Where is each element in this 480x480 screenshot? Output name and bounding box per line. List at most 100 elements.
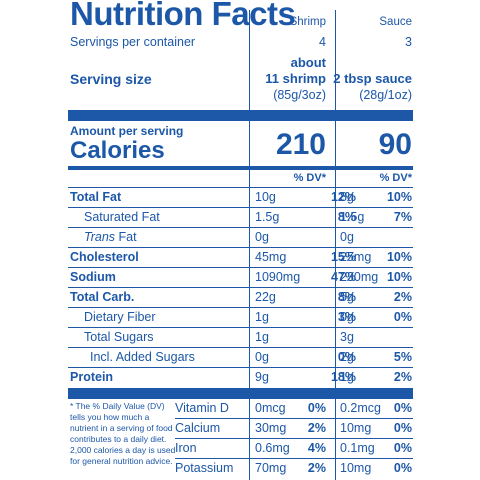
nutrient-row: Saturated Fat 1.5g 8% 1.5g 7%	[70, 208, 412, 228]
vitamin-row: Potassium 70mg 2% 10mg 0%	[175, 459, 412, 479]
sauce-percent-dv: 2%	[393, 290, 412, 304]
shrimp-serving-size-line2: 11 shrimp	[265, 71, 326, 86]
vitamin-name: Vitamin D	[175, 401, 229, 415]
column-separator-2-top	[335, 10, 336, 110]
thick-divider-serving	[68, 110, 413, 121]
thick-divider-vitamins	[68, 388, 413, 399]
shrimp-percent-dv: 0%	[307, 401, 326, 415]
nutrient-name: Total Sugars	[84, 330, 154, 344]
shrimp-calories-value: 210	[275, 128, 326, 161]
sauce-amount: 1.5g	[340, 210, 365, 224]
nutrient-row: Dietary Fiber 1g 3% 0g 0%	[70, 308, 412, 328]
column-separator-1-top	[249, 10, 250, 110]
medium-divider-calories	[68, 166, 413, 170]
nutrient-row-divider	[68, 227, 413, 228]
vitamin-row-divider	[175, 418, 413, 419]
nutrient-row: Total Carb. 22g 8% 5g 2%	[70, 288, 412, 308]
shrimp-dv-header: % DV*	[293, 172, 326, 184]
calories-label: Calories	[70, 137, 165, 164]
nutrient-row: Trans Fat 0g 0g	[70, 228, 410, 248]
shrimp-amount: 1.5g	[255, 210, 280, 224]
sauce-percent-dv: 0%	[393, 310, 412, 324]
sauce-amount: 2g	[340, 350, 354, 364]
shrimp-servings-value: 4	[319, 35, 326, 49]
nutrient-row: Cholesterol 45mg 15% 25mg 10%	[70, 248, 412, 268]
nutrient-name: Protein	[70, 370, 114, 384]
nutrient-row-divider	[68, 247, 413, 248]
vitamin-row: Vitamin D 0mcg 0% 0.2mcg 0%	[175, 399, 412, 419]
shrimp-percent-dv: 18%	[330, 370, 356, 384]
shrimp-percent-dv: 8%	[337, 210, 356, 224]
shrimp-amount: 1g	[255, 330, 269, 344]
sauce-serving-size-line3: (28g/1oz)	[359, 88, 412, 102]
sauce-percent-dv: 0%	[393, 421, 412, 435]
column-separator-1-vitamins	[249, 399, 250, 480]
sauce-percent-dv: 0%	[393, 441, 412, 455]
vitamin-row: Iron 0.6mg 4% 0.1mg 0%	[175, 439, 412, 459]
amount-per-serving-label: Amount per serving	[70, 124, 184, 138]
sauce-amount: 0g	[340, 230, 354, 244]
vitamin-row: Calcium 30mg 2% 10mg 0%	[175, 419, 412, 439]
shrimp-amount: 70mg	[255, 461, 287, 475]
column-header-sauce: Sauce	[379, 16, 412, 28]
nutrient-row: Sodium 1090mg 47% 230mg 10%	[70, 268, 412, 288]
vitamin-name: Potassium	[175, 461, 234, 475]
sauce-amount: 230mg	[340, 270, 379, 284]
sauce-amount: 1g	[340, 370, 354, 384]
shrimp-percent-dv: 3%	[337, 310, 356, 324]
vitamin-row-divider	[175, 458, 413, 459]
sauce-calories-value: 90	[378, 128, 412, 161]
nutrient-row: Protein 9g 18% 1g 2%	[70, 368, 412, 388]
column-header-shrimp: Shrimp	[289, 16, 326, 28]
sauce-percent-dv: 10%	[386, 270, 412, 284]
nutrient-name: Sodium	[70, 270, 116, 284]
sauce-amount: 0.2mcg	[340, 401, 381, 415]
column-separator-2-nutrients	[335, 170, 336, 388]
nutrient-name: Total Carb.	[70, 290, 135, 304]
nutrient-row: Total Fat 10g 12% 8g 10%	[70, 188, 412, 208]
sauce-amount: 8g	[340, 190, 354, 204]
shrimp-percent-dv: 0%	[337, 350, 356, 364]
column-separator-2-calories	[335, 121, 336, 166]
column-separator-1-calories	[249, 121, 250, 166]
sauce-percent-dv: 0%	[393, 461, 412, 475]
nutrient-row-divider	[68, 287, 413, 288]
shrimp-amount: 22g	[255, 290, 276, 304]
shrimp-serving-size-line3: (85g/3oz)	[273, 88, 326, 102]
nutrient-row-divider	[68, 267, 413, 268]
shrimp-amount: 0g	[255, 230, 269, 244]
vitamin-row-divider	[175, 438, 413, 439]
nutrient-name: Cholesterol	[70, 250, 139, 264]
nutrient-row: Total Sugars 1g 3g	[70, 328, 410, 348]
nutrient-row-divider	[68, 327, 413, 328]
sauce-amount: 0g	[340, 310, 354, 324]
sauce-serving-size-line2: 2 tbsp sauce	[333, 71, 412, 86]
sauce-amount: 10mg	[340, 421, 372, 435]
shrimp-percent-dv: 12%	[330, 190, 356, 204]
nutrient-row-divider	[68, 307, 413, 308]
nutrient-row-divider	[68, 347, 413, 348]
nutrient-row-divider	[68, 207, 413, 208]
sauce-dv-header: % DV*	[379, 172, 412, 184]
sauce-percent-dv: 2%	[393, 370, 412, 384]
shrimp-amount: 1g	[255, 310, 269, 324]
vitamin-name: Iron	[175, 441, 197, 455]
shrimp-amount: 0.6mg	[255, 441, 290, 455]
shrimp-percent-dv: 4%	[307, 441, 326, 455]
sauce-percent-dv: 10%	[386, 250, 412, 264]
shrimp-serving-size-line1: about	[290, 55, 326, 70]
nutrient-name: Total Fat	[70, 190, 122, 204]
shrimp-percent-dv: 2%	[307, 461, 326, 475]
sauce-amount: 10mg	[340, 461, 372, 475]
nutrient-row: Incl. Added Sugars 0g 0% 2g 5%	[70, 348, 412, 368]
shrimp-percent-dv: 2%	[307, 421, 326, 435]
servings-per-container-label: Servings per container	[70, 35, 196, 49]
sauce-percent-dv: 5%	[393, 350, 412, 364]
label-title: Nutrition Facts	[70, 0, 296, 32]
shrimp-amount: 1090mg	[255, 270, 301, 284]
nutrient-name: Incl. Added Sugars	[90, 350, 195, 364]
shrimp-amount: 10g	[255, 190, 276, 204]
sauce-amount: 5g	[340, 290, 354, 304]
nutrient-row-divider	[68, 187, 413, 188]
